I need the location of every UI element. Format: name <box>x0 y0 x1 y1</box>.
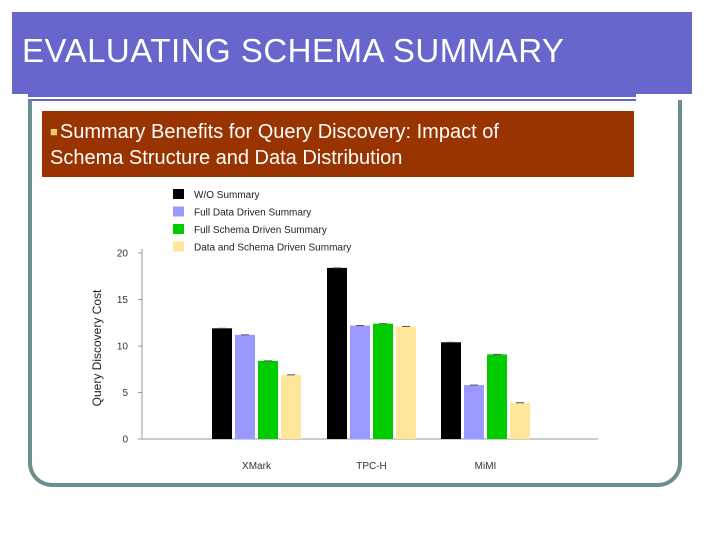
y-axis-label: Query Discovery Cost <box>90 289 104 406</box>
bar <box>258 360 278 439</box>
legend-swatch <box>173 224 184 234</box>
bar <box>441 342 461 439</box>
subtitle-line-2: Schema Structure and Data Distribution <box>50 147 403 169</box>
y-tick-label: 0 <box>122 435 128 446</box>
title-underline-secondary <box>28 99 636 101</box>
legend-label: Data and Schema Driven Summary <box>194 243 351 254</box>
subtitle-line-1: Summary Benefits for Query Discovery: Im… <box>59 121 499 143</box>
bar <box>464 385 484 439</box>
legend-swatch <box>173 189 184 199</box>
bar <box>235 334 255 439</box>
square-bullet-icon: ■ <box>50 124 58 139</box>
legend-label: W/O Summary <box>194 190 260 201</box>
bar <box>281 374 301 439</box>
legend-swatch <box>173 206 184 217</box>
bar <box>350 325 370 439</box>
legend-label: Full Data Driven Summary <box>194 208 311 219</box>
title-underline <box>28 94 636 97</box>
bar <box>212 328 232 439</box>
x-tick-label: MiMI <box>475 461 497 472</box>
bar <box>327 267 347 439</box>
title-bar <box>12 12 692 94</box>
bar <box>510 402 530 439</box>
x-tick-label: XMark <box>242 461 272 472</box>
subtitle-box: ■ Summary Benefits for Query Discovery: I… <box>42 111 634 177</box>
x-tick-label: TPC-H <box>356 461 387 472</box>
legend-swatch <box>173 241 184 252</box>
y-tick-label: 20 <box>117 249 129 260</box>
bar <box>373 323 393 439</box>
y-tick-label: 15 <box>117 295 129 306</box>
bar <box>487 354 507 439</box>
y-tick-label: 5 <box>122 388 128 399</box>
bar <box>396 326 416 439</box>
legend-label: Full Schema Driven Summary <box>194 225 327 236</box>
slide-title: EVALUATING SCHEMA SUMMARY <box>22 32 565 69</box>
y-tick-label: 10 <box>117 342 129 353</box>
content-frame <box>28 100 682 487</box>
